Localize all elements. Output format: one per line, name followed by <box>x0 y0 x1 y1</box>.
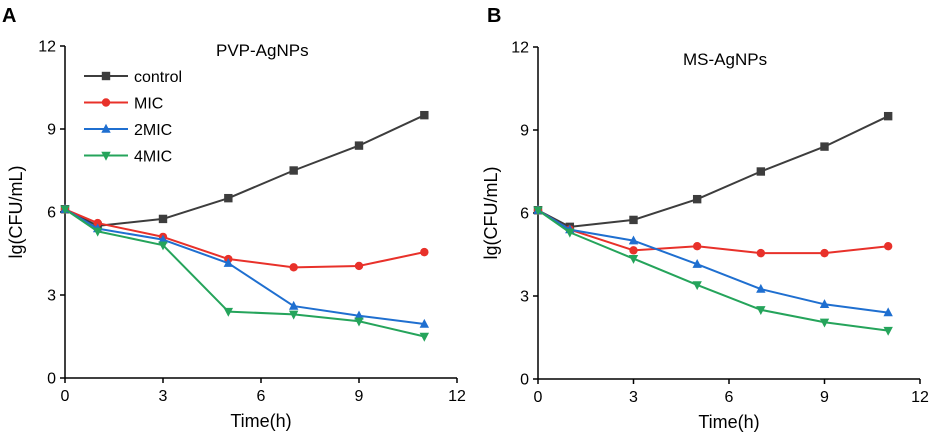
legend-marker <box>101 98 111 107</box>
data-point-4MIC <box>819 318 830 328</box>
data-point-MIC <box>692 242 702 251</box>
panel-letter: A <box>2 5 16 27</box>
y-tick-label: 12 <box>511 40 529 57</box>
x-tick-label: 0 <box>61 388 70 405</box>
x-axis-label: Time(h) <box>230 411 291 431</box>
data-point-control <box>756 167 766 176</box>
data-point-4MIC <box>565 228 575 238</box>
data-point-MIC <box>289 263 298 272</box>
chart-title: PVP-AgNPs <box>216 41 309 60</box>
data-point-4MIC <box>692 281 702 291</box>
x-tick-label: 6 <box>257 388 266 405</box>
series-line-MIC <box>64 208 425 269</box>
panel-letter: B <box>487 5 501 27</box>
series-4MIC <box>60 205 430 342</box>
legend-marker <box>101 151 111 161</box>
legend-item-control: control <box>84 69 182 86</box>
chart-title: MS-AgNPs <box>683 50 767 69</box>
data-point-MIC <box>354 261 364 271</box>
data-point-4MIC <box>223 307 234 317</box>
legend-item-4MIC: 4MIC <box>84 149 172 166</box>
x-tick-label: 0 <box>534 389 543 406</box>
legend-marker <box>101 123 111 133</box>
legend-label: 2MIC <box>134 122 172 139</box>
legend-marker <box>101 71 111 81</box>
series-line-control <box>64 114 425 227</box>
data-point-4MIC <box>158 241 168 251</box>
y-axis-label: lg(CFU/mL) <box>6 166 26 259</box>
legend-label: MIC <box>134 96 163 113</box>
data-point-2MIC <box>628 235 639 245</box>
x-axis-label: Time(h) <box>698 412 759 432</box>
data-point-2MIC <box>819 299 830 308</box>
data-point-4MIC <box>92 227 103 237</box>
legend-label: control <box>134 69 182 86</box>
y-tick-label: 3 <box>47 288 56 305</box>
y-tick-label: 0 <box>520 372 529 389</box>
data-point-4MIC <box>533 206 543 216</box>
data-point-4MIC <box>419 332 430 342</box>
data-point-MIC <box>883 242 893 251</box>
x-tick-label: 3 <box>629 389 638 406</box>
legend: control MIC 2MIC 4MIC <box>84 69 182 166</box>
chart-panel-B: B 0 3 6 9 12 0 3 6 9 12 Time(h) lg(CFU/mL) MS-AgNPs <box>481 5 929 432</box>
data-point-control <box>289 166 298 175</box>
data-point-2MIC <box>883 307 893 317</box>
series-line-MIC <box>537 209 889 255</box>
y-tick-label: 9 <box>47 122 56 139</box>
data-point-4MIC <box>756 306 766 316</box>
series-4MIC <box>533 206 893 336</box>
data-point-4MIC <box>628 254 639 264</box>
data-point-MIC <box>93 218 102 228</box>
data-point-control <box>158 214 168 224</box>
legend-item-MIC: MIC <box>84 96 163 113</box>
data-point-control <box>883 111 893 121</box>
data-point-MIC <box>820 248 829 258</box>
data-point-2MIC <box>354 310 364 320</box>
x-tick-label: 3 <box>159 388 168 405</box>
series-2MIC <box>533 205 893 317</box>
x-tick-label: 12 <box>911 389 929 406</box>
x-tick-label: 9 <box>820 389 829 406</box>
data-point-control <box>692 194 702 204</box>
x-tick-label: 6 <box>725 389 734 406</box>
y-tick-label: 6 <box>47 205 56 222</box>
data-point-MIC <box>629 246 638 255</box>
data-point-2MIC <box>223 257 234 267</box>
legend-item-2MIC: 2MIC <box>84 122 172 139</box>
series-line-control <box>537 115 889 228</box>
series-2MIC <box>60 204 430 328</box>
data-point-control <box>354 141 364 150</box>
y-axis-label: lg(CFU/mL) <box>481 167 501 260</box>
data-point-4MIC <box>60 205 70 215</box>
y-tick-label: 3 <box>520 289 529 306</box>
data-point-control <box>629 215 638 225</box>
legend-label: 4MIC <box>134 149 172 166</box>
data-point-2MIC <box>288 300 299 310</box>
data-point-2MIC <box>692 258 702 268</box>
series-line-2MIC <box>64 208 425 326</box>
x-tick-label: 9 <box>355 388 364 405</box>
y-tick-label: 12 <box>38 39 56 56</box>
data-point-2MIC <box>158 234 168 244</box>
data-point-MIC <box>756 248 766 258</box>
data-point-control <box>224 193 233 203</box>
data-point-control <box>420 110 429 120</box>
series-MIC <box>60 205 429 272</box>
data-point-4MIC <box>354 317 364 327</box>
chart-panel-A: A 0 3 6 9 12 0 3 6 9 12 Time(h) lg(CFU/mL) PVP-AgNPs c… <box>2 5 466 431</box>
data-point-4MIC <box>288 310 299 320</box>
x-tick-label: 12 <box>448 388 466 405</box>
data-point-2MIC <box>756 283 766 293</box>
y-tick-label: 0 <box>47 371 56 388</box>
data-point-2MIC <box>419 318 430 328</box>
data-point-MIC <box>420 247 429 257</box>
series-control <box>533 111 893 232</box>
data-point-4MIC <box>883 326 893 336</box>
data-point-control <box>820 142 829 151</box>
y-tick-label: 6 <box>520 206 529 223</box>
y-tick-label: 9 <box>520 123 529 140</box>
